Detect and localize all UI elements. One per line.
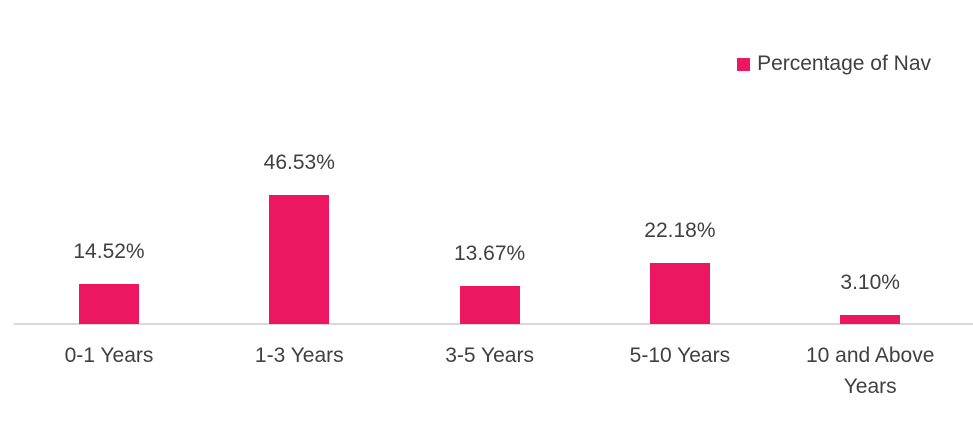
x-tick-label: 5-10 Years [629,344,731,367]
value-label: 13.67% [453,242,526,266]
value-label: 3.10% [840,271,900,295]
bar [79,283,139,324]
x-axis-line [14,323,973,325]
bar [649,262,710,324]
x-tick-label: 0-1 Years [64,344,154,367]
bar [459,286,520,324]
bar [840,315,901,324]
legend: Percentage of Nav [737,52,931,76]
value-label: 46.53% [263,151,335,175]
legend-label: Percentage of Nav [757,52,931,75]
bar [269,195,330,324]
x-tick-label: 3-5 Years [445,344,534,367]
x-tick-label: 1-3 Years [254,344,344,367]
value-label: 22.18% [644,218,716,242]
x-tick-label: 10 and Above Years [805,344,935,398]
legend-swatch [737,57,751,71]
value-label: 14.52% [73,239,145,263]
